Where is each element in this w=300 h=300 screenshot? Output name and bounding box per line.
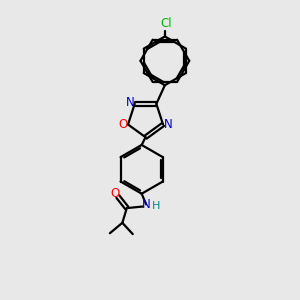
Text: O: O [118,118,127,131]
Text: H: H [152,202,160,212]
Text: N: N [164,118,173,131]
Text: O: O [110,187,120,200]
Text: Cl: Cl [160,17,172,30]
Text: N: N [126,96,134,109]
Text: N: N [142,199,151,212]
